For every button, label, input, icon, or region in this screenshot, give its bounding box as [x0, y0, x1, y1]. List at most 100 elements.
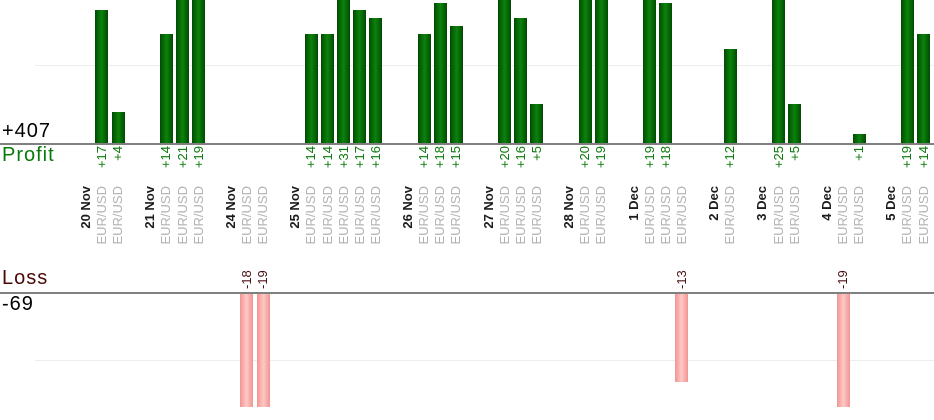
profit-value-label: +25 [770, 146, 786, 169]
loss-value-label: -13 [673, 270, 689, 289]
symbol-label: EUR/USD [641, 186, 657, 245]
loss-bar [257, 294, 270, 407]
loss-value-label: -18 [238, 270, 254, 289]
profit-value-label: +16 [512, 146, 528, 169]
profit-value-label: +17 [351, 146, 367, 169]
profit-value-label: +19 [899, 146, 915, 169]
loss-total: -69 [2, 293, 34, 315]
loss-bar [240, 294, 253, 407]
symbol-label: EUR/USD [851, 186, 867, 245]
symbol-label: EUR/USD [110, 186, 126, 245]
symbol-label: EUR/USD [593, 186, 609, 245]
profit-value-label: +21 [174, 146, 190, 169]
date-label: 20 Nov [77, 186, 93, 229]
profit-bar [724, 49, 737, 143]
symbol-label: EUR/USD [915, 186, 931, 245]
profit-value-label: +19 [593, 146, 609, 169]
date-label: 5 Dec [883, 186, 899, 221]
profit-value-label: +5 [528, 146, 544, 161]
date-label: 27 Nov [480, 186, 496, 229]
profit-value-label: +18 [657, 146, 673, 169]
loss-value-label: -19 [255, 270, 271, 289]
symbol-label: EUR/USD [770, 186, 786, 245]
symbol-label: EUR/USD [528, 186, 544, 245]
profit-bar [853, 134, 866, 143]
profit-bar [643, 0, 656, 143]
loss-bar [837, 294, 850, 407]
symbol-label: EUR/USD [319, 186, 335, 245]
symbol-label: EUR/USD [351, 186, 367, 245]
loss-value-label: -19 [835, 270, 851, 289]
profit-bar [95, 10, 108, 143]
profit-value-label: +14 [319, 146, 335, 169]
profit-gridline [35, 65, 934, 66]
loss-axis-line [0, 292, 934, 294]
symbol-label: EUR/USD [335, 186, 351, 245]
symbol-label: EUR/USD [899, 186, 915, 245]
symbol-label: EUR/USD [367, 186, 383, 245]
profit-bar [901, 0, 914, 143]
profit-value-label: +18 [432, 146, 448, 169]
profit-value-label: +14 [158, 146, 174, 169]
symbol-label: EUR/USD [722, 186, 738, 245]
loss-axis-label: Loss [2, 267, 49, 289]
symbol-label: EUR/USD [657, 186, 673, 245]
profit-value-label: +20 [496, 146, 512, 169]
profit-bar [659, 3, 672, 143]
profit-value-label: +20 [577, 146, 593, 169]
profit-bar [353, 10, 366, 143]
profit-bar [112, 112, 125, 143]
profit-value-label: +31 [335, 146, 351, 169]
date-label: 4 Dec [818, 186, 834, 221]
profit-bar [337, 0, 350, 143]
date-label: 24 Nov [222, 186, 238, 229]
profit-bar [160, 34, 173, 143]
loss-gridline [35, 360, 934, 361]
profit-value-label: +12 [722, 146, 738, 169]
profit-axis-line [0, 143, 934, 145]
loss-chart-area [0, 294, 934, 407]
symbol-label: EUR/USD [255, 186, 271, 245]
profit-value-label: +16 [367, 146, 383, 169]
profit-bar [530, 104, 543, 143]
symbol-label: EUR/USD [496, 186, 512, 245]
profit-value-label: +14 [915, 146, 931, 169]
profit-bar [498, 0, 511, 143]
profit-value-label: +1 [851, 146, 867, 161]
profit-bar [788, 104, 801, 143]
date-label: 21 Nov [142, 186, 158, 229]
profit-value-label: +5 [786, 146, 802, 161]
profit-chart-area [0, 0, 934, 143]
symbol-label: EUR/USD [190, 186, 206, 245]
profit-value-label: +15 [448, 146, 464, 169]
date-label: 26 Nov [400, 186, 416, 229]
symbol-label: EUR/USD [835, 186, 851, 245]
profit-value-label: +14 [416, 146, 432, 169]
date-label: 28 Nov [561, 186, 577, 229]
profit-value-label: +17 [93, 146, 109, 169]
date-label: 3 Dec [754, 186, 770, 221]
symbol-label: EUR/USD [448, 186, 464, 245]
profit-bar [450, 26, 463, 143]
profit-value-label: +14 [303, 146, 319, 169]
profit-axis-label: Profit [2, 144, 55, 166]
profit-bar [418, 34, 431, 143]
profit-bar [369, 18, 382, 143]
date-label: 25 Nov [287, 186, 303, 229]
symbol-label: EUR/USD [174, 186, 190, 245]
profit-bar [579, 0, 592, 143]
symbol-label: EUR/USD [158, 186, 174, 245]
profit-bar [434, 3, 447, 143]
date-label: 2 Dec [706, 186, 722, 221]
profit-bar [192, 0, 205, 143]
symbol-label: EUR/USD [673, 186, 689, 245]
profit-bar [772, 0, 785, 143]
profit-total: +407 [2, 120, 52, 142]
profit-bar [321, 34, 334, 143]
profit-bar [176, 0, 189, 143]
symbol-label: EUR/USD [416, 186, 432, 245]
date-label: 1 Dec [625, 186, 641, 221]
symbol-label: EUR/USD [93, 186, 109, 245]
profit-value-label: +19 [641, 146, 657, 169]
